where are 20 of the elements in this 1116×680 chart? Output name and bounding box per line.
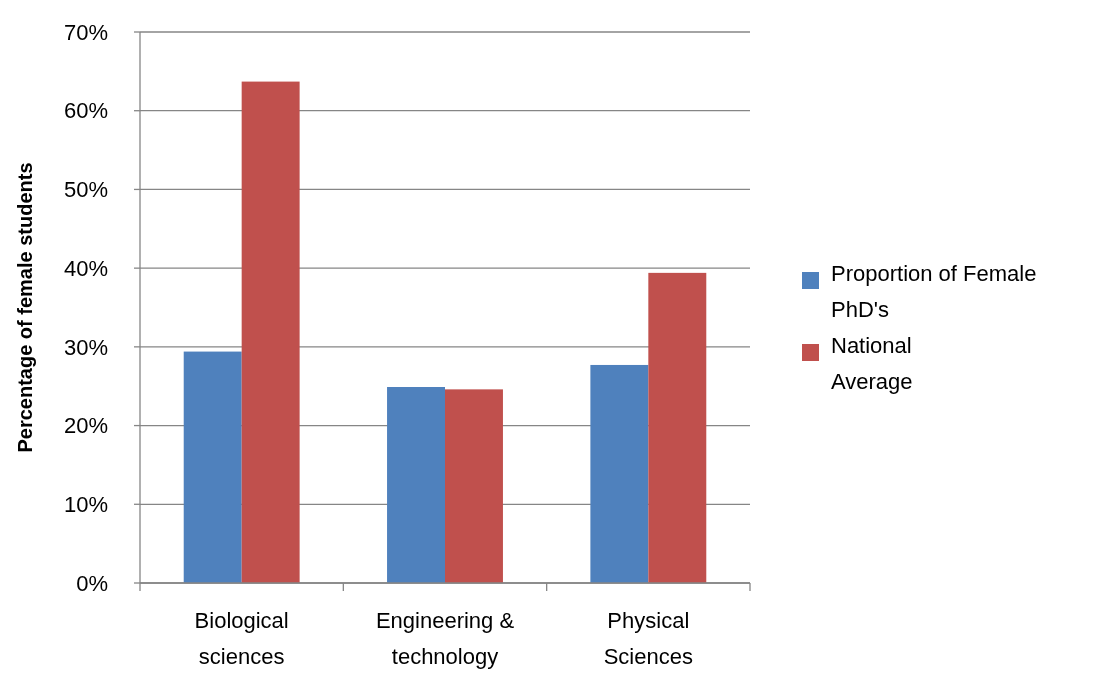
x-tick-label: Biological sciences xyxy=(194,608,289,669)
y-tick-label: 50% xyxy=(63,177,108,203)
bar xyxy=(590,364,649,583)
legend-label: National Average xyxy=(831,333,913,394)
y-tick-label: 10% xyxy=(63,491,108,517)
y-tick-label: 40% xyxy=(63,255,108,281)
y-tick-label: 70% xyxy=(63,19,108,45)
y-tick-label: 20% xyxy=(63,413,108,439)
bar xyxy=(387,387,445,583)
bar xyxy=(648,272,707,583)
x-tick-label: Physical Sciences xyxy=(603,608,693,669)
y-tick-label: 30% xyxy=(63,334,108,360)
bar xyxy=(445,389,503,583)
bar xyxy=(241,81,300,583)
x-tick-label: Engineering & technology xyxy=(375,608,515,669)
y-tick-label: 60% xyxy=(63,98,108,124)
bar xyxy=(183,351,242,583)
y-axis-title: Percentage of female students xyxy=(14,162,36,453)
legend-label: Proportion of Female PhD's xyxy=(831,261,1037,322)
y-tick-label: 0% xyxy=(76,570,108,596)
